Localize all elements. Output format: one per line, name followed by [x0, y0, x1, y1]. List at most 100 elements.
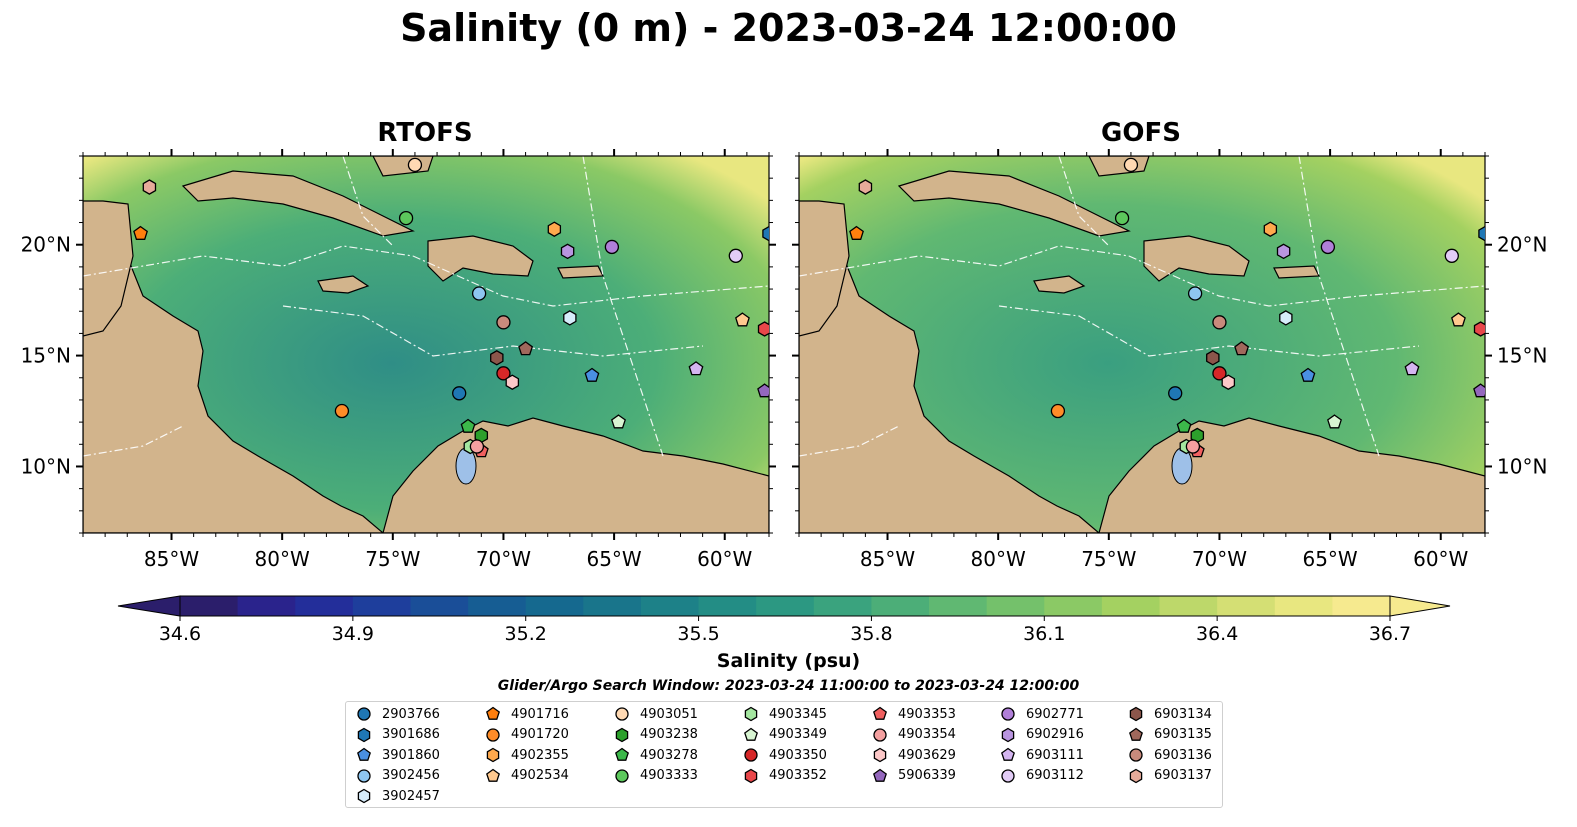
legend-entry: 4903238 [614, 725, 698, 745]
legend-label: 4903238 [640, 727, 698, 742]
y-tick-label: 10°N [1497, 454, 1547, 478]
platform-marker [1114, 210, 1130, 226]
platform-marker [735, 312, 750, 327]
platform-marker [584, 367, 600, 382]
legend-label: 4902355 [511, 747, 569, 763]
platform-marker [688, 361, 704, 376]
hexagon-marker-icon [873, 747, 887, 763]
legend-marker [1129, 768, 1143, 783]
platform-marker [1221, 374, 1236, 390]
hexagon-marker-icon [615, 727, 629, 742]
legend-label: 4903051 [640, 706, 698, 722]
colorbar-label: Salinity (psu) [716, 650, 861, 672]
platform-marker [334, 403, 350, 419]
legend-entry: 4901716 [485, 704, 569, 724]
platform-marker [398, 210, 414, 226]
legend-entry: 3901860 [356, 745, 440, 765]
legend-label: 6903135 [1154, 727, 1212, 742]
x-tick-label: 65°W [586, 547, 641, 571]
legend-label: 6902916 [1026, 727, 1084, 742]
circle-marker-icon [1001, 707, 1015, 721]
platform-marker [1234, 341, 1250, 356]
circle-marker-icon [615, 768, 629, 783]
x-tick-label: 60°W [697, 547, 752, 571]
platform-marker [560, 243, 575, 260]
platform-marker [1478, 225, 1485, 242]
legend-entry: 4903345 [743, 704, 827, 724]
legend-label: 2903766 [382, 706, 440, 722]
legend-label: 4902534 [511, 768, 569, 783]
platform-marker [142, 179, 157, 195]
panel-title-rtofs: RTOFS [377, 118, 473, 148]
legend-entry: 6902916 [1000, 725, 1084, 745]
colorbar-tick-label: 36.1 [1023, 623, 1065, 645]
land-polygon [799, 200, 850, 337]
x-tick-label: 70°W [1192, 547, 1247, 571]
panel-title-gofs: GOFS [1101, 118, 1181, 148]
pentagon-marker-icon [744, 727, 758, 741]
platform-marker [471, 286, 487, 301]
hexagon-marker-icon [1129, 706, 1143, 722]
legend-entry: 6903137 [1128, 766, 1212, 786]
platform-marker [452, 386, 467, 401]
legend-marker [615, 707, 629, 721]
pentagon-marker-icon [486, 768, 500, 782]
legend-entry: 4901720 [485, 725, 569, 745]
legend-marker [486, 768, 500, 782]
legend-entry: 3901686 [356, 725, 440, 745]
legend-marker [744, 727, 758, 741]
pentagon-marker-icon [1129, 727, 1143, 741]
legend-label: 6903137 [1154, 768, 1212, 783]
platform-marker [1050, 403, 1066, 419]
legend-marker [357, 788, 371, 804]
legend-entry: 6903134 [1128, 704, 1212, 724]
legend-entry: 4903354 [872, 725, 956, 745]
legend-label: 5906339 [898, 768, 956, 783]
colorbar-tick-label: 36.4 [1196, 623, 1238, 645]
platform-marker [757, 321, 769, 337]
map-rtofs: 85°W 80°W 75°W 70°W 65°W 60°W 20°N 15°N 10°N [21, 149, 776, 571]
legend-marker [1129, 748, 1143, 762]
legend-marker [357, 727, 371, 742]
platform-marker [518, 341, 534, 356]
platform-marker [490, 350, 504, 366]
legend-marker [615, 768, 629, 783]
platform-marker [604, 239, 620, 255]
pentagon-marker-icon [873, 706, 887, 720]
platform-marker [1451, 312, 1466, 327]
search-window-text: Glider/Argo Search Window: 2023-03-24 11… [497, 678, 1080, 694]
legend-label: 4903629 [898, 747, 956, 763]
legend-entry: 4902534 [485, 766, 569, 786]
land-polygon [1273, 265, 1320, 279]
platform-marker [496, 366, 511, 381]
legend-marker [873, 706, 887, 720]
legend-label: 4903333 [640, 768, 698, 783]
x-tick-label: 70°W [476, 547, 531, 571]
legend: 2903766 3901686 3901860 3902456 3902457 49017… [345, 701, 1223, 808]
colorbar-tick-label: 35.5 [677, 623, 719, 645]
platform-marker [1185, 439, 1201, 454]
legend-label: 4903352 [769, 768, 827, 783]
platform-marker [133, 225, 148, 240]
legend-marker [357, 768, 371, 783]
platform-marker [1320, 239, 1336, 255]
legend-entry: 5906339 [872, 766, 956, 786]
legend-marker [357, 707, 371, 721]
legend-marker [744, 768, 758, 783]
legend-label: 6902771 [1026, 706, 1084, 722]
legend-label: 6903136 [1154, 747, 1212, 763]
circle-marker-icon [357, 707, 371, 721]
colorbar-tick-label: 34.9 [332, 623, 374, 645]
legend-entry: 4903051 [614, 704, 698, 724]
platform-marker [611, 414, 626, 429]
platform-marker [1212, 366, 1227, 381]
platform-marker [762, 225, 769, 242]
platform-marker [1263, 221, 1278, 237]
legend-marker [486, 747, 500, 763]
colorbar-tick-label: 35.8 [850, 623, 892, 645]
platform-marker [460, 418, 476, 433]
platform-marker [1206, 350, 1220, 366]
platform-marker [1300, 367, 1316, 382]
x-tick-label: 85°W [144, 547, 199, 571]
colorbar: 34.6 34.9 35.2 35.5 35.8 36.1 36.4 36.7 [117, 595, 1451, 645]
